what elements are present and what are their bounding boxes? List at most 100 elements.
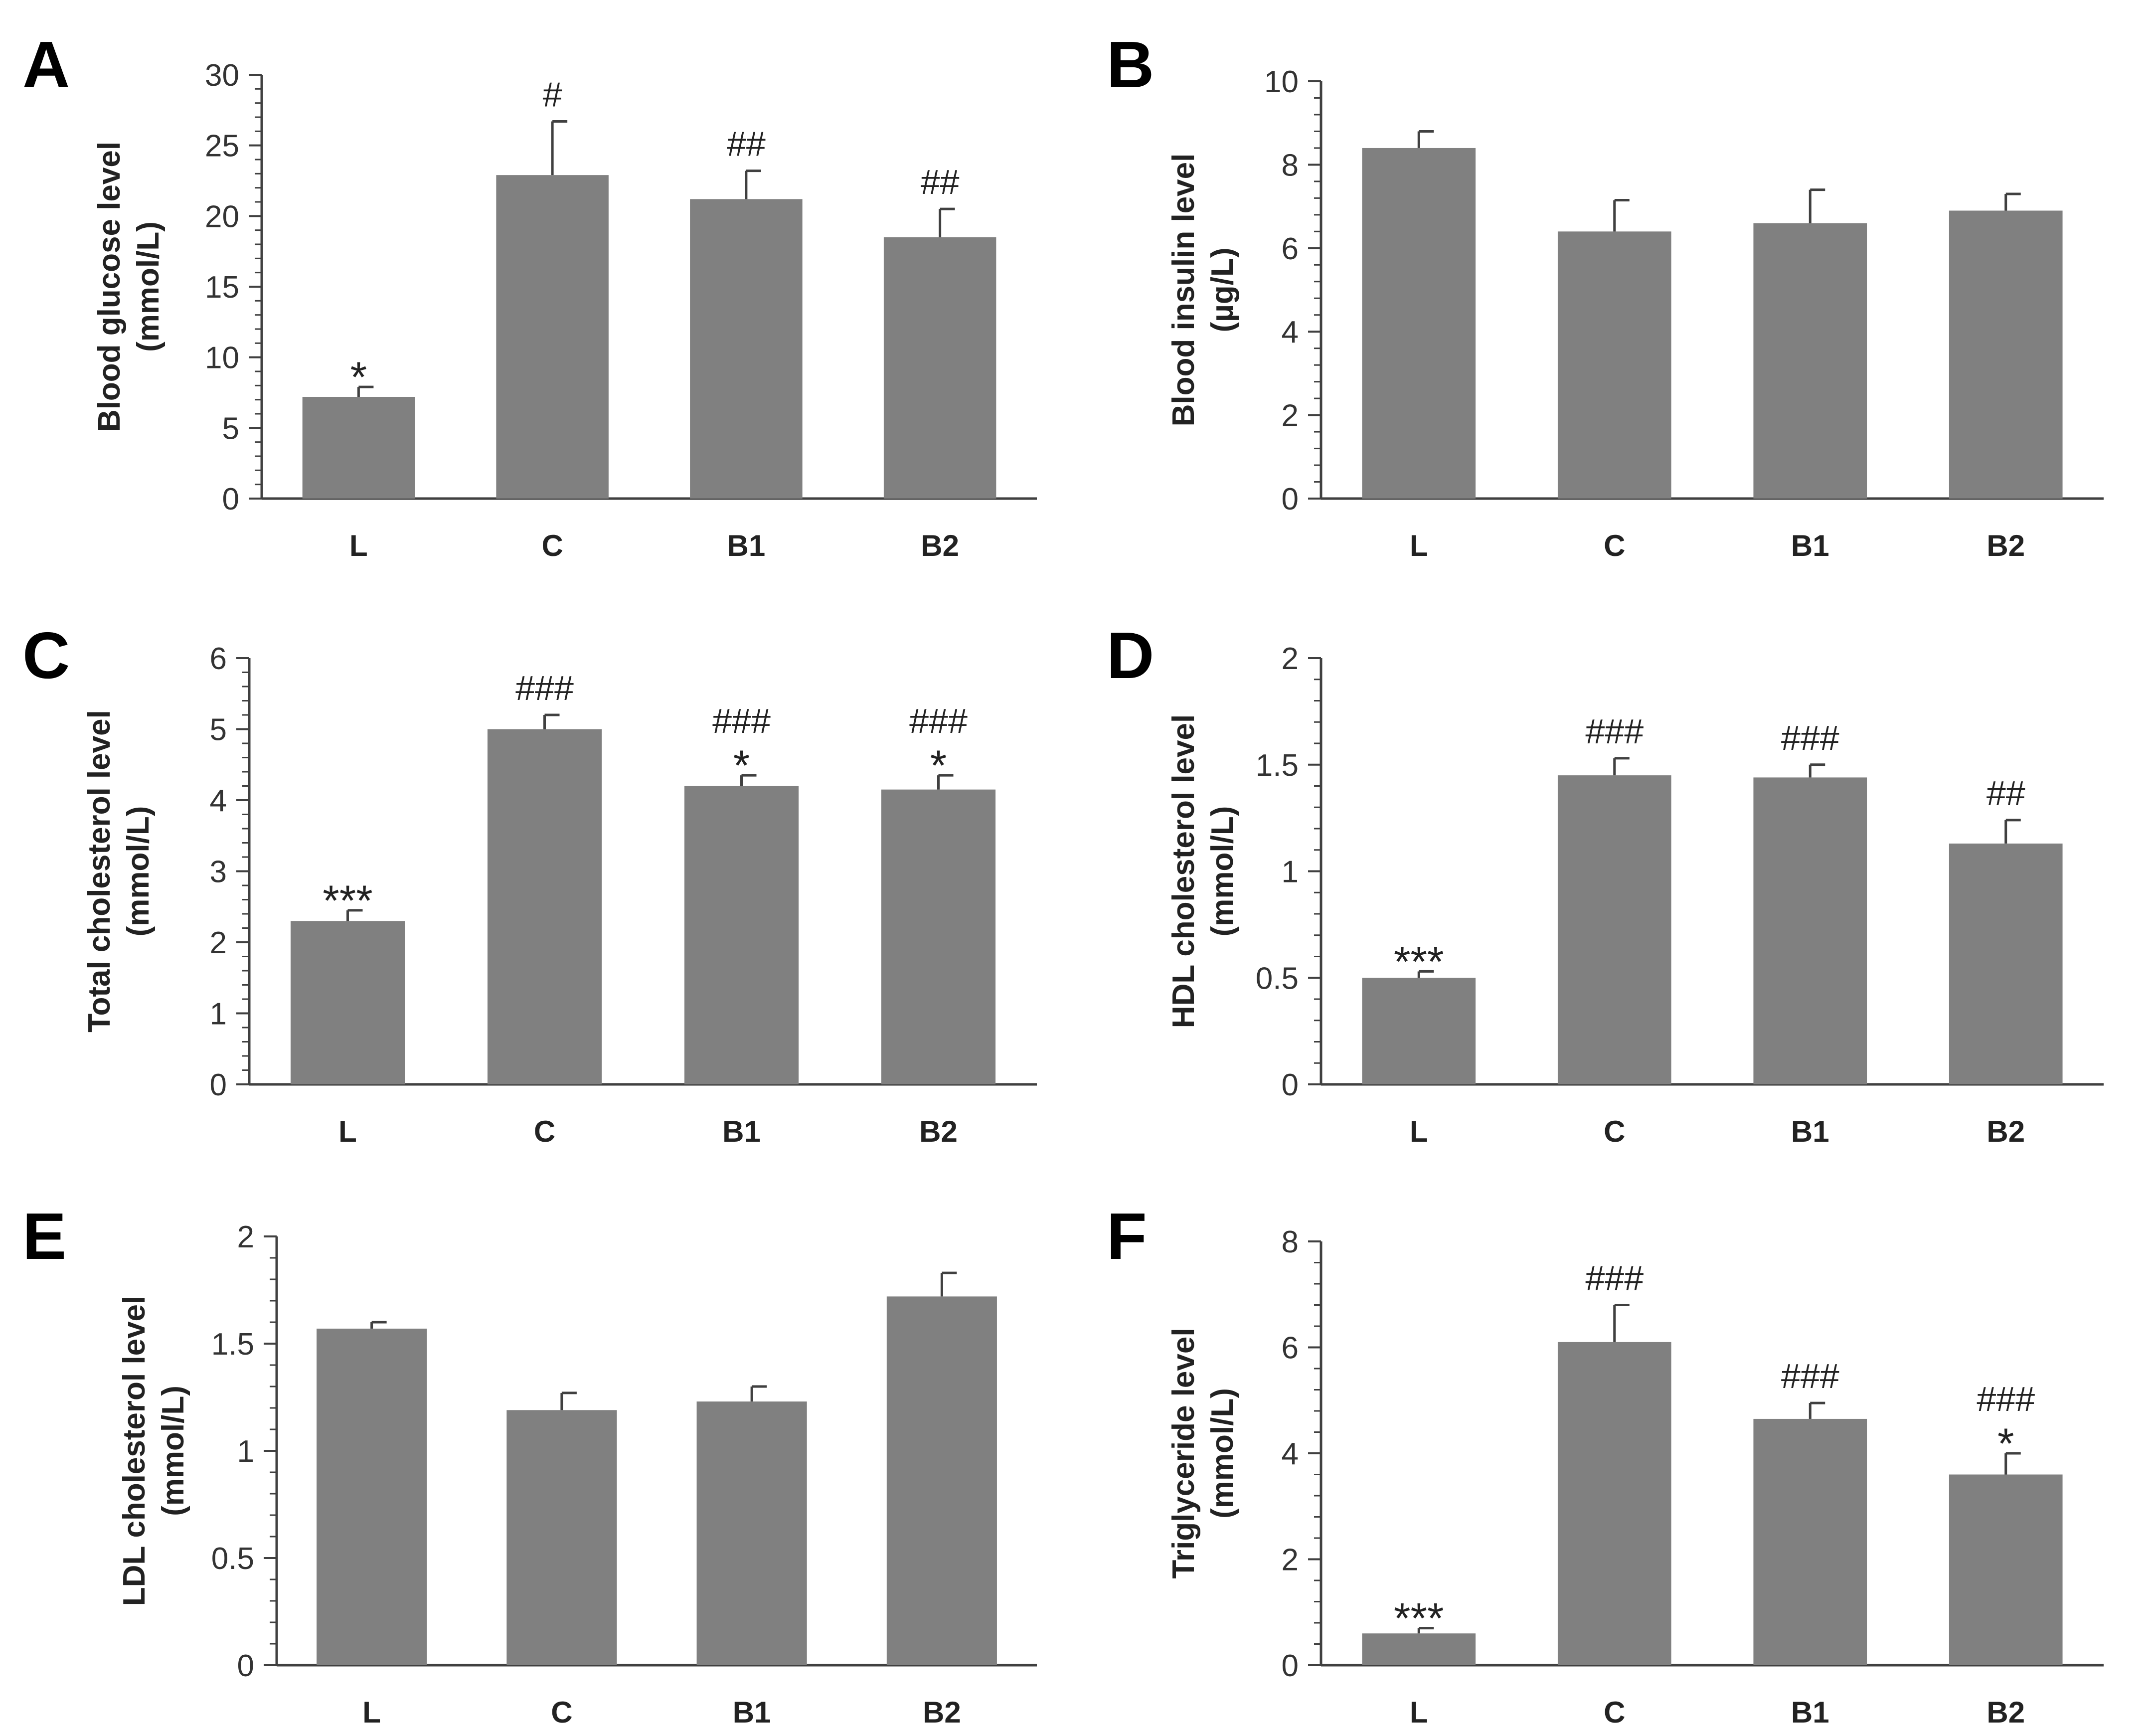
bar-b2 (1949, 843, 2063, 1084)
bar-l (1362, 978, 1476, 1084)
y-tick-label: 0.5 (1256, 961, 1299, 996)
bar-b2 (1949, 210, 2063, 499)
y-tick-label: 15 (205, 270, 239, 305)
x-tick-label-c: C (1604, 1696, 1625, 1729)
y-axis-label-line: Triglyceride level (1166, 1328, 1201, 1578)
y-tick-label: 0 (222, 482, 239, 517)
panel-letter-a: A (22, 28, 70, 101)
y-tick-label: 8 (1282, 148, 1299, 182)
y-axis-label-line: HDL cholesterol level (1166, 714, 1201, 1028)
significance-mark: *** (323, 877, 372, 925)
panel-letter-b: B (1107, 28, 1154, 101)
bar-b1 (696, 1401, 807, 1665)
bar-b2 (886, 1296, 997, 1665)
x-tick-label-b2: B2 (1986, 1696, 2025, 1729)
panel-c: C 0 1 2 3 4 5 6 Total cholesterol level (mmol/L) L… (22, 619, 1037, 1148)
significance-mark: ### (1781, 1357, 1839, 1395)
y-axis-label-line: (mmol/L) (121, 806, 156, 937)
y-tick-label: 2 (237, 1220, 254, 1254)
y-axis-label: Triglyceride level (mmol/L) (1166, 1328, 1240, 1578)
y-tick-label: 1.5 (211, 1327, 254, 1362)
significance-mark: ### (515, 669, 574, 707)
y-axis-label: Total cholesterol level (mmol/L) (82, 710, 156, 1033)
x-tick-label-l: L (349, 529, 368, 562)
y-tick-label: 5 (210, 713, 227, 747)
y-tick-label: 3 (210, 855, 227, 889)
y-tick-label: 0 (237, 1649, 254, 1683)
y-tick-label: 20 (205, 199, 239, 234)
significance-mark: ## (921, 163, 960, 201)
significance-mark: ### (909, 701, 968, 740)
y-tick-label: 0 (210, 1068, 227, 1102)
significance-mark: ### (1781, 718, 1839, 757)
y-tick-label: 2 (1282, 399, 1299, 433)
significance-mark: ## (727, 125, 766, 164)
bar-l (1362, 148, 1476, 499)
significance-mark: ### (1585, 712, 1644, 751)
bar-b1 (1753, 777, 1867, 1084)
y-tick-label: 0 (1282, 1068, 1299, 1102)
y-axis-label-line: (mmol/L) (156, 1386, 190, 1516)
bar-l (1362, 1633, 1476, 1665)
y-tick-label: 2 (210, 926, 227, 960)
y-tick-label: 4 (210, 784, 227, 818)
bar-c (487, 729, 602, 1084)
significance-mark: * (1997, 1420, 2014, 1468)
bar-l (302, 397, 415, 499)
x-tick-label-b2: B2 (1986, 529, 2025, 562)
y-axis-label: HDL cholesterol level (mmol/L) (1166, 714, 1240, 1028)
significance-mark: ### (1977, 1380, 2035, 1418)
x-tick-label-b1: B1 (722, 1115, 761, 1148)
significance-mark: *** (1394, 938, 1444, 986)
significance-mark: ### (1585, 1259, 1644, 1298)
y-tick-label: 5 (222, 411, 239, 446)
bar-b1 (1753, 223, 1867, 499)
significance-mark: ### (712, 701, 771, 740)
x-tick-label-b1: B1 (1791, 1696, 1829, 1729)
panel-a: A 0 5 10 15 20 25 30 Blood glucose level (mmol/L)… (22, 28, 1037, 562)
y-tick-label: 8 (1282, 1225, 1299, 1259)
x-tick-label-c: C (534, 1115, 555, 1148)
y-axis-label-line: Blood glucose level (92, 142, 127, 432)
y-axis-label-line: (mmol/L) (1205, 806, 1240, 937)
y-axis-label-line: Total cholesterol level (82, 710, 117, 1033)
x-tick-label-c: C (1604, 529, 1625, 562)
y-tick-label: 6 (210, 642, 227, 676)
x-tick-label-c: C (541, 529, 563, 562)
panel-letter-d: D (1107, 619, 1154, 692)
y-tick-label: 0.5 (211, 1542, 254, 1576)
y-axis-label-line: (µg/L) (1205, 248, 1240, 333)
x-tick-label-l: L (362, 1696, 381, 1729)
x-tick-label-l: L (338, 1115, 357, 1148)
y-tick-label: 2 (1282, 642, 1299, 676)
y-tick-label: 10 (205, 341, 239, 375)
bar-c (1557, 231, 1671, 499)
panel-letter-f: F (1107, 1200, 1147, 1273)
bar-b2 (1949, 1474, 2063, 1665)
y-tick-label: 4 (1282, 315, 1299, 349)
panel-b: B 0 2 4 6 8 10 Blood insulin level (µg/L) L C B1 B2 (1107, 28, 2104, 562)
x-tick-label-l: L (1410, 529, 1428, 562)
bar-b2 (881, 789, 996, 1084)
bar-c (496, 175, 609, 499)
y-axis-label-line: (mmol/L) (1205, 1388, 1240, 1519)
x-tick-label-b1: B1 (1791, 1115, 1829, 1148)
y-tick-label: 4 (1282, 1437, 1299, 1471)
x-tick-label-c: C (551, 1696, 572, 1729)
x-tick-label-b2: B2 (921, 529, 959, 562)
x-tick-label-c: C (1604, 1115, 1625, 1148)
bar-b1 (684, 786, 799, 1084)
y-axis-label: Blood glucose level (mmol/L) (92, 142, 165, 432)
bar-l (317, 1328, 427, 1665)
bar-c (1557, 775, 1671, 1084)
y-axis-label: LDL cholesterol level (mmol/L) (117, 1296, 190, 1606)
significance-mark: * (930, 742, 947, 790)
panel-f: F 0 2 4 6 8 Triglyceride level (mmol/L) L *** C ###… (1107, 1200, 2104, 1729)
panel-letter-c: C (22, 619, 70, 692)
y-tick-label: 0 (1282, 482, 1299, 517)
significance-mark: * (733, 742, 750, 790)
y-tick-label: 1 (210, 997, 227, 1032)
significance-mark: *** (1394, 1595, 1444, 1643)
